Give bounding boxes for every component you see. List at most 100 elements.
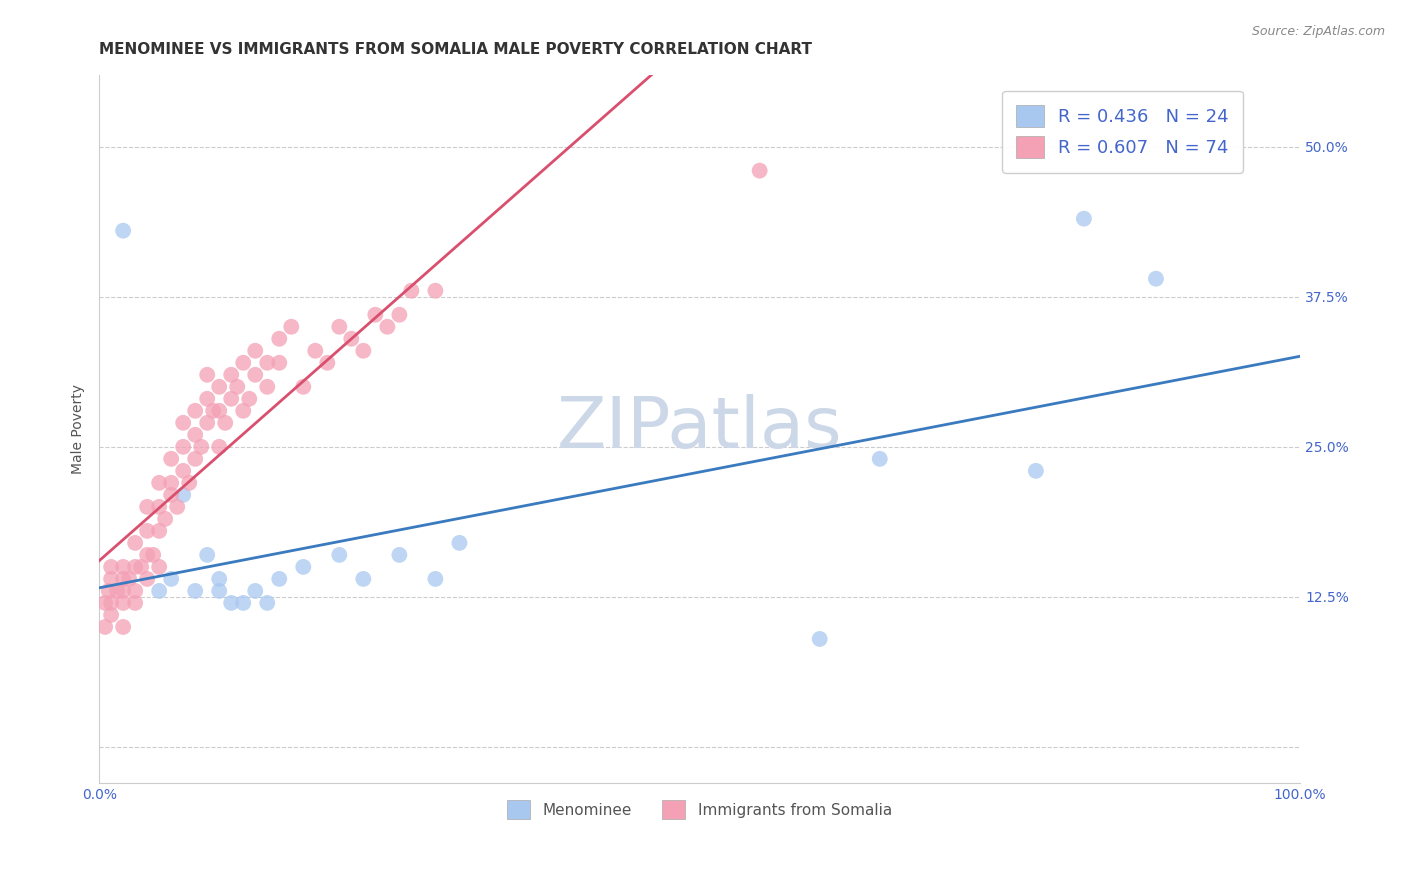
Point [172, 440, 194, 454]
Point [269, 572, 291, 586]
Point [1025, 464, 1047, 478]
Point [105, 583, 128, 598]
Point [136, 548, 159, 562]
Point [292, 380, 315, 394]
Point [112, 596, 135, 610]
Point [97, 583, 120, 598]
Point [184, 404, 207, 418]
Point [352, 343, 374, 358]
Point [100, 560, 122, 574]
Point [118, 572, 141, 586]
Point [208, 572, 231, 586]
Y-axis label: Male Poverty: Male Poverty [72, 384, 86, 474]
Point [148, 524, 170, 538]
Point [238, 392, 260, 406]
Point [232, 596, 254, 610]
Point [148, 475, 170, 490]
Point [256, 596, 278, 610]
Point [94, 620, 117, 634]
Point [364, 308, 387, 322]
Point [179, 475, 201, 490]
Point [808, 632, 831, 646]
Point [304, 343, 326, 358]
Text: ZIPatlas: ZIPatlas [557, 394, 842, 463]
Point [245, 343, 267, 358]
Point [160, 451, 183, 466]
Point [269, 332, 291, 346]
Text: Source: ZipAtlas.com: Source: ZipAtlas.com [1251, 25, 1385, 38]
Point [166, 500, 188, 514]
Point [208, 440, 231, 454]
Point [219, 368, 242, 382]
Point [316, 356, 339, 370]
Point [292, 560, 315, 574]
Point [100, 607, 122, 622]
Point [129, 560, 152, 574]
Point [112, 224, 135, 238]
Point [172, 488, 194, 502]
Point [425, 284, 447, 298]
Point [172, 464, 194, 478]
Point [112, 620, 135, 634]
Point [94, 596, 117, 610]
Point [136, 500, 159, 514]
Point [328, 548, 350, 562]
Point [245, 583, 267, 598]
Point [160, 488, 183, 502]
Point [256, 380, 278, 394]
Point [148, 500, 170, 514]
Point [136, 524, 159, 538]
Point [388, 548, 411, 562]
Point [232, 356, 254, 370]
Point [328, 319, 350, 334]
Point [256, 356, 278, 370]
Point [202, 404, 225, 418]
Point [184, 583, 207, 598]
Point [148, 583, 170, 598]
Point [1073, 211, 1095, 226]
Point [153, 512, 176, 526]
Legend: Menominee, Immigrants from Somalia: Menominee, Immigrants from Somalia [502, 794, 898, 825]
Point [124, 583, 146, 598]
Point [869, 451, 891, 466]
Point [184, 427, 207, 442]
Point [112, 560, 135, 574]
Point [1144, 271, 1167, 285]
Point [352, 572, 374, 586]
Point [232, 404, 254, 418]
Text: MENOMINEE VS IMMIGRANTS FROM SOMALIA MALE POVERTY CORRELATION CHART: MENOMINEE VS IMMIGRANTS FROM SOMALIA MAL… [100, 42, 813, 57]
Point [195, 548, 218, 562]
Point [148, 560, 170, 574]
Point [160, 572, 183, 586]
Point [748, 163, 770, 178]
Point [190, 440, 212, 454]
Point [219, 596, 242, 610]
Point [124, 536, 146, 550]
Point [401, 284, 423, 298]
Point [142, 548, 165, 562]
Point [112, 572, 135, 586]
Point [425, 572, 447, 586]
Point [195, 368, 218, 382]
Point [136, 572, 159, 586]
Point [226, 380, 249, 394]
Point [245, 368, 267, 382]
Point [208, 404, 231, 418]
Point [214, 416, 236, 430]
Point [377, 319, 399, 334]
Point [449, 536, 471, 550]
Point [100, 596, 122, 610]
Point [172, 416, 194, 430]
Point [195, 416, 218, 430]
Point [124, 596, 146, 610]
Point [195, 392, 218, 406]
Point [208, 380, 231, 394]
Point [208, 583, 231, 598]
Point [160, 475, 183, 490]
Point [124, 560, 146, 574]
Point [100, 572, 122, 586]
Point [340, 332, 363, 346]
Point [269, 356, 291, 370]
Point [184, 451, 207, 466]
Point [280, 319, 302, 334]
